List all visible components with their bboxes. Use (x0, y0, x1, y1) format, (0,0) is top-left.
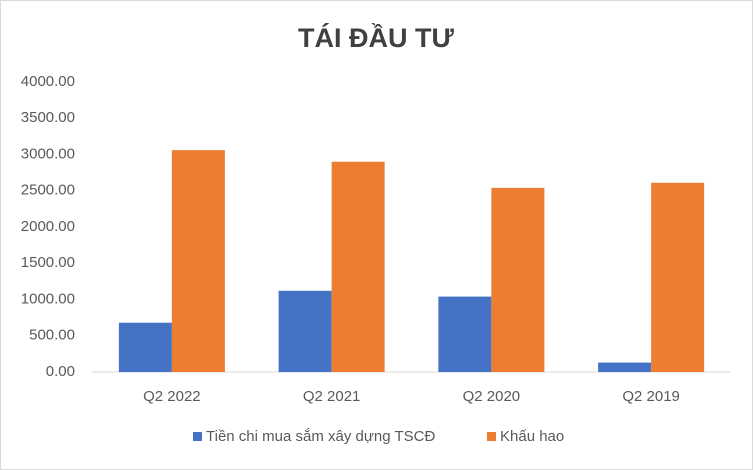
bar (118, 322, 172, 372)
bar (171, 150, 225, 372)
bar (278, 290, 332, 372)
x-tick-label: Q2 2019 (622, 388, 680, 405)
y-tick-label: 1500.00 (21, 254, 75, 271)
y-tick-label: 3500.00 (21, 109, 75, 126)
bar (331, 161, 385, 372)
x-tick-label: Q2 2021 (303, 388, 361, 405)
bar (598, 362, 652, 372)
y-tick-label: 4000.00 (21, 73, 75, 90)
y-tick-label: 2000.00 (21, 218, 75, 235)
x-tick-label: Q2 2020 (463, 388, 521, 405)
y-tick-label: 2500.00 (21, 182, 75, 199)
legend-swatch (487, 432, 496, 441)
legend-label: Khấu hao (500, 428, 564, 445)
bar (438, 296, 492, 372)
bar (491, 187, 545, 372)
y-tick-label: 1000.00 (21, 290, 75, 307)
bar (651, 182, 705, 372)
chart-title: TÁI ĐẦU TƯ (298, 22, 454, 53)
x-tick-label: Q2 2022 (143, 388, 201, 405)
legend-label: Tiền chi mua sắm xây dựng TSCĐ (206, 428, 435, 445)
legend-swatch (193, 432, 202, 441)
y-tick-label: 3000.00 (21, 145, 75, 162)
y-tick-label: 500.00 (29, 327, 75, 344)
y-tick-label: 0.00 (46, 363, 75, 380)
